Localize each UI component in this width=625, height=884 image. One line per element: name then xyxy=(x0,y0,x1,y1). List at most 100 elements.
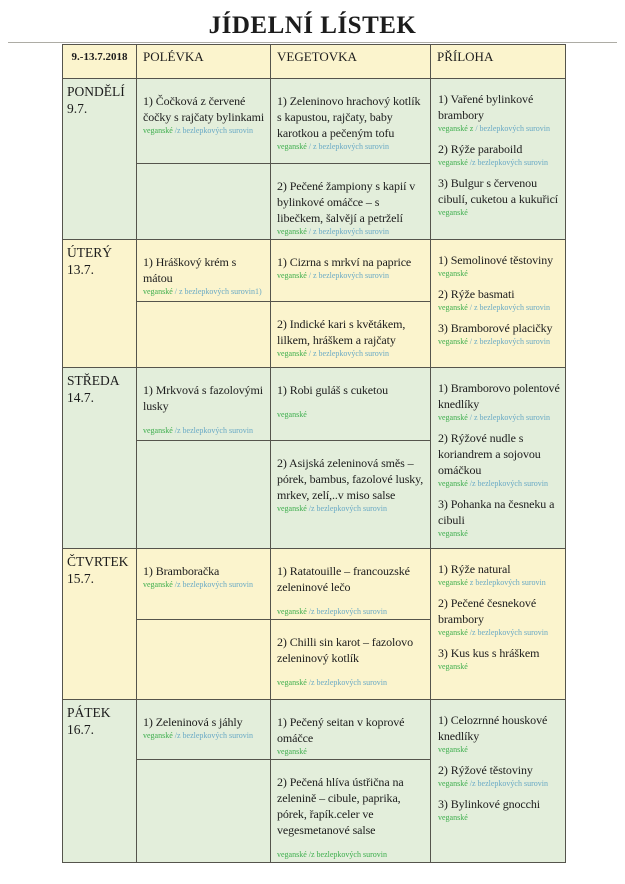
vegan-label: veganské xyxy=(438,479,468,488)
vegan-label: veganské xyxy=(438,303,468,312)
glutenfree-label: /z bezlepkových surovin xyxy=(469,479,548,488)
day-row-friday: PÁTEK 16.7. 1) Zeleninová s jáhly vegans… xyxy=(62,699,566,863)
diet-annotation: veganské xyxy=(438,745,561,755)
day-date: 9.7. xyxy=(67,101,88,116)
side-item: 1) Rýže natural veganské z bezlepkových … xyxy=(438,561,561,588)
day-cell: ÚTERÝ 13.7. xyxy=(62,239,137,368)
vegan-label: veganské xyxy=(277,142,307,151)
day-row-tuesday-2: 2) Indické kari s květákem, lilkem, hráš… xyxy=(63,301,566,368)
veg-dish-2-cell: 2) Asijská zeleninová směs – pórek, bamb… xyxy=(270,439,431,550)
veg-dish-2-text: 2) Indické kari s květákem, lilkem, hráš… xyxy=(277,317,406,347)
side-text: 3) Pohanka na česneku a cibuli xyxy=(438,497,555,527)
diet-annotation: veganské xyxy=(277,410,426,420)
side-item: 1) Celozrnné houskové knedlíky veganské xyxy=(438,712,561,755)
diet-annotation: veganské xyxy=(277,747,426,757)
glutenfree-label: /z bezlepkových surovin xyxy=(308,607,387,616)
day-cell: PONDĚLÍ 9.7. xyxy=(62,78,137,240)
header-date-range: 9.-13.7.2018 xyxy=(62,44,137,79)
veg-dish-1-cell: 1) Zeleninovo hrachový kotlík s kapustou… xyxy=(270,78,431,164)
day-date: 15.7. xyxy=(67,571,94,586)
vegan-label: veganské xyxy=(143,731,173,740)
diet-annotation: veganské / z bezlepkových surovin xyxy=(277,227,426,237)
diet-annotation: veganské /z bezlepkových surovin xyxy=(143,580,266,590)
veg-dish-1-text: 1) Zeleninovo hrachový kotlík s kapustou… xyxy=(277,94,421,140)
day-cell: ČTVRTEK 15.7. xyxy=(62,548,137,700)
page-title: JÍDELNÍ LÍSTEK xyxy=(208,12,417,39)
side-item: 2) Rýžové nudle s koriandrem a sojovou o… xyxy=(438,430,561,489)
sides-cell: 1) Rýže natural veganské z bezlepkových … xyxy=(430,548,566,700)
side-item: 2) Pečené česnekové brambory veganské /z… xyxy=(438,595,561,638)
diet-annotation: veganské / z bezlepkových surovin xyxy=(277,142,426,152)
soup-text: 1) Zeleninová s jáhly xyxy=(143,715,243,729)
soup-cell: 1) Hráškový krém s mátou veganské / z be… xyxy=(136,239,271,302)
day-date: 14.7. xyxy=(67,390,94,405)
diet-annotation: veganské / z bezlepkových surovin1) xyxy=(143,287,266,297)
vegan-label: veganské xyxy=(438,413,468,422)
day-row-wednesday-2: 2) Asijská zeleninová směs – pórek, bamb… xyxy=(63,439,566,550)
vegan-label: veganské xyxy=(277,227,307,236)
side-item: 2) Rýže basmati veganské / z bezlepkovýc… xyxy=(438,286,561,313)
soup-cell: 1) Bramboračka veganské /z bezlepkových … xyxy=(136,548,271,620)
vegan-label: veganské xyxy=(438,269,468,278)
day-row-thursday: ČTVRTEK 15.7. 1) Bramboračka veganské /z… xyxy=(62,548,566,700)
glutenfree-label: /z bezlepkových surovin xyxy=(174,580,253,589)
vegan-label: veganské xyxy=(143,426,173,435)
soup-empty-cell xyxy=(136,619,271,700)
veg-dish-1-cell: 1) Ratatouille – francouzské zeleninové … xyxy=(270,548,431,620)
soup-empty-cell xyxy=(136,759,271,863)
veg-dish-2-cell: 2) Chilli sin karot – fazolovo zeleninov… xyxy=(270,619,431,700)
veg-dish-2-text: 2) Asijská zeleninová směs – pórek, bamb… xyxy=(277,455,424,502)
side-item: 3) Bylinkové gnocchi veganské xyxy=(438,796,561,823)
vegan-label: veganské xyxy=(438,529,468,538)
diet-annotation: veganské /z bezlepkových surovin xyxy=(277,850,426,860)
soup-text: 1) Čočková z červené čočky s rajčaty byl… xyxy=(143,94,265,124)
vegan-label: veganské xyxy=(438,813,468,822)
vegan-label: veganské xyxy=(438,158,468,167)
side-item: 2) Rýžové těstoviny veganské /z bezlepko… xyxy=(438,762,561,789)
veg-dish-1-text: 1) Cizrna s mrkví na paprice xyxy=(277,255,412,269)
side-text: 3) Bulgur s červenou cibulí, cuketou a k… xyxy=(438,176,559,206)
side-text: 2) Rýžové těstoviny xyxy=(438,763,533,777)
glutenfree-label: /z bezlepkových surovin xyxy=(308,678,387,687)
side-item: 1) Semolinové těstoviny veganské xyxy=(438,252,561,279)
day-row-monday: PONDĚLÍ 9.7. 1) Čočková z červené čočky … xyxy=(62,78,566,240)
diet-annotation: veganské /z bezlepkových surovin xyxy=(438,779,561,789)
vegan-label: veganské xyxy=(438,578,468,587)
vegan-label: veganské xyxy=(438,628,468,637)
side-text: 1) Semolinové těstoviny xyxy=(438,253,554,267)
glutenfree-label: / z bezlepkových surovin xyxy=(469,413,550,422)
day-row-thursday-2: 2) Chilli sin karot – fazolovo zeleninov… xyxy=(63,619,566,700)
glutenfree-label: /z bezlepkových surovin xyxy=(174,426,253,435)
glutenfree-label: /z bezlepkových surovin xyxy=(469,158,548,167)
header-col-vegetovka: VEGETOVKA xyxy=(270,44,431,79)
vegan-label: veganské xyxy=(438,745,468,754)
vegan-label: veganské xyxy=(277,503,307,513)
vegan-label: veganské xyxy=(143,287,173,296)
vegan-label: veganské xyxy=(277,271,307,280)
veg-dish-2-cell: 2) Pečená hlíva ústřična na zelenině – c… xyxy=(270,759,431,863)
side-item: 2) Rýže paraboild veganské /z bezlepkový… xyxy=(438,141,561,168)
vegan-label: veganské xyxy=(438,208,468,217)
side-text: 3) Bramborové placičky xyxy=(438,321,553,335)
diet-annotation: veganské z / bezlepkových surovin xyxy=(438,124,561,134)
diet-annotation: veganské xyxy=(438,813,561,823)
side-text: 2) Rýžové nudle s koriandrem a sojovou o… xyxy=(438,431,541,477)
veg-dish-1-text: 1) Ratatouille – francouzské zeleninové … xyxy=(277,564,410,594)
diet-annotation: veganské /z bezlepkových surovin xyxy=(143,426,266,436)
glutenfree-label: / bezlepkových surovin xyxy=(475,124,550,133)
header-col-polevka: POLÉVKA xyxy=(136,44,271,79)
glutenfree-label: / z bezlepkových surovin xyxy=(469,303,550,312)
side-item: 1) Bramborovo polentové knedlíky vegansk… xyxy=(438,380,561,423)
day-date: 13.7. xyxy=(67,262,94,277)
diet-annotation: veganské / z bezlepkových surovin xyxy=(438,413,561,423)
diet-annotation: veganské xyxy=(438,208,561,218)
glutenfree-label: / z bezlepkových surovin xyxy=(308,349,389,358)
side-item: 1) Vařené bylinkové brambory veganské z … xyxy=(438,91,561,134)
diet-annotation: veganské /z bezlepkových surovin xyxy=(277,504,426,514)
header-row: 9.-13.7.2018 POLÉVKA VEGETOVKA PŘÍLOHA xyxy=(62,44,566,79)
glutenfree-label: / z bezlepkových surovin xyxy=(308,142,389,151)
vegan-label: veganské xyxy=(277,410,307,419)
diet-annotation: veganské / z bezlepkových surovin xyxy=(277,349,426,359)
side-item: 3) Bulgur s červenou cibulí, cuketou a k… xyxy=(438,175,561,218)
side-item: 3) Kus kus s hráškem veganské xyxy=(438,645,561,672)
